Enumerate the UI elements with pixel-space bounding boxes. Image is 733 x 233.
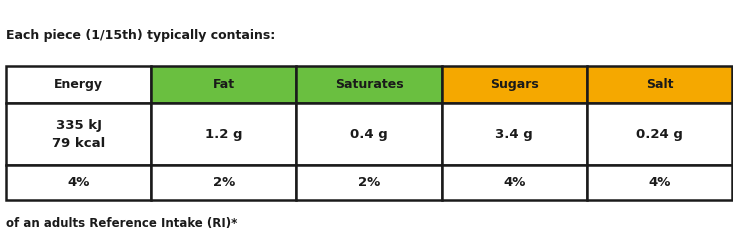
Bar	[6, 165, 151, 200]
Text: 2%: 2%	[213, 176, 235, 189]
Text: 4%: 4%	[649, 176, 671, 189]
Bar	[296, 66, 442, 103]
Bar	[151, 103, 296, 165]
Bar	[151, 165, 296, 200]
Bar	[587, 165, 732, 200]
Text: 4%: 4%	[503, 176, 526, 189]
Bar	[442, 103, 587, 165]
Bar	[151, 66, 296, 103]
Text: Sugars: Sugars	[490, 78, 539, 91]
Text: 0.4 g: 0.4 g	[350, 127, 388, 140]
Bar	[6, 66, 151, 103]
Text: 4%: 4%	[67, 176, 89, 189]
Text: Saturates: Saturates	[335, 78, 403, 91]
Bar	[587, 103, 732, 165]
Text: of an adults Reference Intake (RI)*: of an adults Reference Intake (RI)*	[6, 217, 237, 230]
Bar	[296, 165, 442, 200]
Bar	[442, 165, 587, 200]
Text: Salt: Salt	[646, 78, 674, 91]
Text: Energy: Energy	[54, 78, 103, 91]
Text: 2%: 2%	[358, 176, 380, 189]
Bar	[587, 66, 732, 103]
Text: 335 kJ
79 kcal: 335 kJ 79 kcal	[52, 119, 105, 150]
Text: 3.4 g: 3.4 g	[496, 127, 533, 140]
Bar	[442, 66, 587, 103]
Bar	[6, 103, 151, 165]
Text: Fat: Fat	[213, 78, 235, 91]
Text: 1.2 g: 1.2 g	[205, 127, 243, 140]
Text: 0.24 g: 0.24 g	[636, 127, 683, 140]
Text: Each piece (1/15th) typically contains:: Each piece (1/15th) typically contains:	[6, 29, 275, 42]
Bar	[296, 103, 442, 165]
